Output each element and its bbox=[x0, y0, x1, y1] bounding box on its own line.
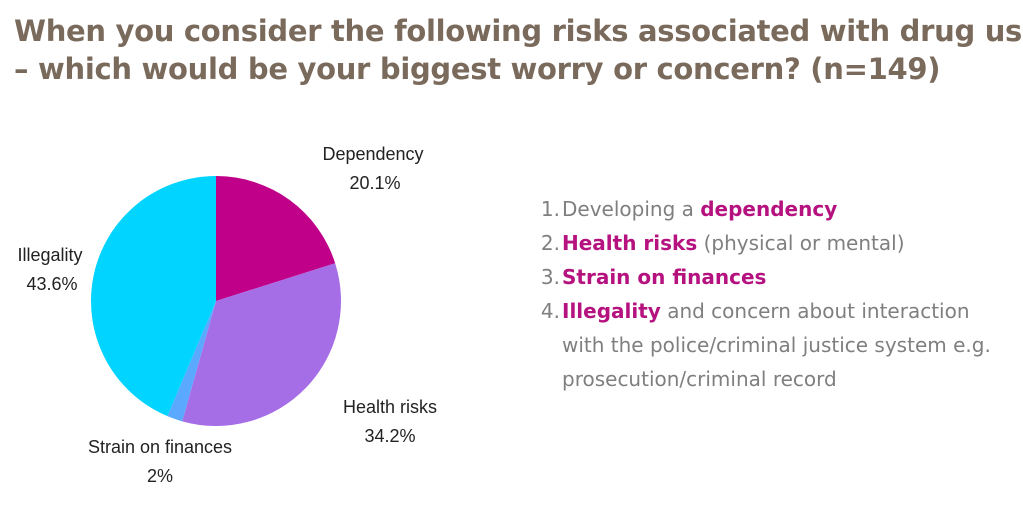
title-line-1: When you consider the following risks as… bbox=[14, 14, 1023, 48]
risk-number: 3. bbox=[540, 265, 560, 289]
pie-chart: Dependency 20.1% Health risks 34.2% Stra… bbox=[17, 144, 437, 486]
risk-list-item: 2. Health risks (physical or mental) bbox=[532, 226, 1012, 260]
risk-number: 4. bbox=[540, 299, 560, 323]
slice-value-illegality: 43.6% bbox=[26, 274, 77, 294]
title-line-2: – which would be your biggest worry or c… bbox=[14, 52, 941, 86]
slice-value-health-risks: 34.2% bbox=[364, 426, 415, 446]
slice-label-dependency: Dependency 20.1% bbox=[322, 144, 423, 193]
risk-highlight: Health risks bbox=[562, 231, 698, 255]
slice-name-dependency: Dependency bbox=[322, 144, 423, 164]
pie-slice-dependency bbox=[216, 176, 336, 301]
risk-number: 1. bbox=[540, 197, 560, 221]
risk-highlight: Illegality bbox=[562, 299, 661, 323]
slice-value-dependency: 20.1% bbox=[349, 173, 400, 193]
risk-highlight: dependency bbox=[700, 197, 838, 221]
slice-name-illegality: Illegality bbox=[17, 245, 82, 265]
risk-list: 1. Developing a dependency 2. Health risks … bbox=[532, 192, 1012, 396]
risk-highlight: Strain on finances bbox=[562, 265, 767, 289]
slice-value-strain-on-finances: 2% bbox=[147, 466, 173, 486]
risk-number: 2. bbox=[540, 231, 560, 255]
pie-slice-illegality bbox=[91, 176, 216, 417]
risk-text: Developing a bbox=[562, 197, 701, 221]
risk-list-item: 4. Illegality and concern about interacti… bbox=[532, 294, 1012, 396]
pie-slices bbox=[91, 176, 341, 426]
risk-list-item: 1. Developing a dependency bbox=[532, 192, 1012, 226]
risk-text: (physical or mental) bbox=[697, 231, 905, 255]
chart-title: When you consider the following risks as… bbox=[14, 12, 1023, 88]
slice-label-illegality: Illegality 43.6% bbox=[17, 245, 82, 294]
risk-text: and concern about interaction with the p… bbox=[562, 299, 991, 391]
pie-slice-health-risks bbox=[182, 263, 341, 426]
risk-list-item: 3. Strain on finances bbox=[532, 260, 1012, 294]
slice-label-health-risks: Health risks 34.2% bbox=[343, 397, 437, 446]
slice-label-strain-on-finances: Strain on finances 2% bbox=[88, 437, 232, 486]
pie-slice-strain-on-finances bbox=[167, 301, 216, 422]
slice-name-health-risks: Health risks bbox=[343, 397, 437, 417]
slice-name-strain-on-finances: Strain on finances bbox=[88, 437, 232, 457]
